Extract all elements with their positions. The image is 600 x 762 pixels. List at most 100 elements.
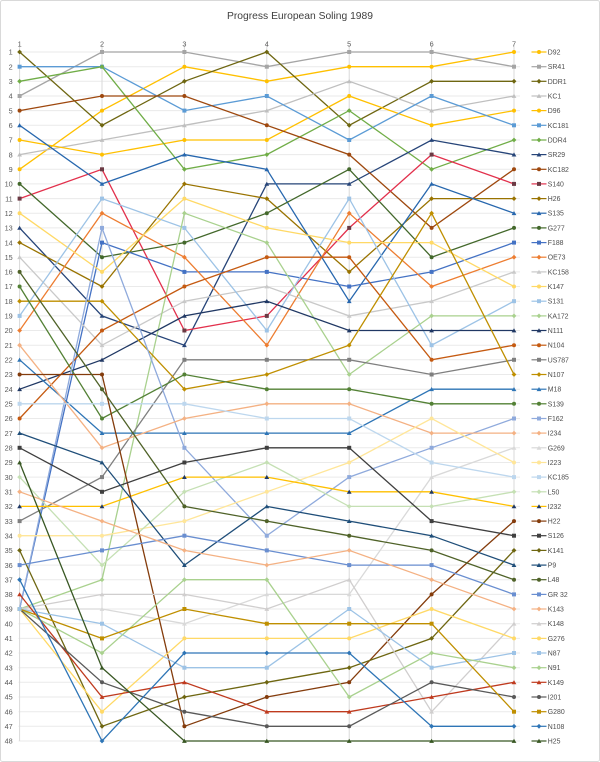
svg-text:G276: G276 bbox=[548, 636, 565, 643]
svg-text:I223: I223 bbox=[548, 460, 562, 467]
svg-text:30: 30 bbox=[5, 473, 13, 482]
svg-text:15: 15 bbox=[5, 253, 13, 262]
svg-text:16: 16 bbox=[5, 268, 13, 277]
svg-text:DDR1: DDR1 bbox=[548, 79, 567, 86]
svg-text:2: 2 bbox=[100, 40, 104, 49]
svg-text:N91: N91 bbox=[548, 665, 561, 672]
svg-text:N104: N104 bbox=[548, 343, 565, 350]
svg-text:4: 4 bbox=[265, 40, 269, 49]
svg-text:D96: D96 bbox=[548, 108, 561, 115]
svg-text:K149: K149 bbox=[548, 680, 564, 687]
svg-text:44: 44 bbox=[5, 678, 13, 687]
svg-text:5: 5 bbox=[9, 106, 13, 115]
svg-text:I201: I201 bbox=[548, 695, 562, 702]
svg-text:L50: L50 bbox=[548, 489, 560, 496]
svg-text:KC158: KC158 bbox=[548, 269, 569, 276]
svg-text:F188: F188 bbox=[548, 240, 564, 247]
svg-text:S135: S135 bbox=[548, 211, 564, 218]
svg-text:31: 31 bbox=[5, 488, 13, 497]
svg-text:G277: G277 bbox=[548, 225, 565, 232]
svg-text:K141: K141 bbox=[548, 548, 564, 555]
svg-text:27: 27 bbox=[5, 429, 13, 438]
svg-text:45: 45 bbox=[5, 693, 13, 702]
svg-text:13: 13 bbox=[5, 224, 13, 233]
svg-text:3: 3 bbox=[182, 40, 186, 49]
svg-text:35: 35 bbox=[5, 546, 13, 555]
svg-text:42: 42 bbox=[5, 649, 13, 658]
svg-text:SR41: SR41 bbox=[548, 64, 565, 71]
svg-text:28: 28 bbox=[5, 444, 13, 453]
svg-text:46: 46 bbox=[5, 707, 13, 716]
svg-text:19: 19 bbox=[5, 312, 13, 321]
svg-text:1: 1 bbox=[18, 40, 22, 49]
svg-text:20: 20 bbox=[5, 326, 13, 335]
svg-text:38: 38 bbox=[5, 590, 13, 599]
svg-text:1: 1 bbox=[9, 48, 13, 57]
svg-text:17: 17 bbox=[5, 282, 13, 291]
svg-text:K143: K143 bbox=[548, 607, 564, 614]
svg-text:23: 23 bbox=[5, 370, 13, 379]
svg-text:L48: L48 bbox=[548, 577, 560, 584]
svg-text:8: 8 bbox=[9, 150, 13, 159]
svg-text:G269: G269 bbox=[548, 445, 565, 452]
svg-text:33: 33 bbox=[5, 517, 13, 526]
svg-text:43: 43 bbox=[5, 663, 13, 672]
svg-text:K148: K148 bbox=[548, 621, 564, 628]
svg-text:9: 9 bbox=[9, 165, 13, 174]
svg-text:40: 40 bbox=[5, 619, 13, 628]
svg-text:25: 25 bbox=[5, 400, 13, 409]
svg-text:11: 11 bbox=[5, 194, 13, 203]
svg-text:K147: K147 bbox=[548, 284, 564, 291]
svg-text:GR 32: GR 32 bbox=[548, 592, 568, 599]
svg-text:22: 22 bbox=[5, 356, 13, 365]
svg-text:4: 4 bbox=[9, 92, 13, 101]
svg-text:N111: N111 bbox=[548, 328, 564, 335]
svg-text:32: 32 bbox=[5, 502, 13, 511]
svg-text:7: 7 bbox=[9, 136, 13, 145]
svg-text:SR29: SR29 bbox=[548, 152, 565, 159]
svg-text:KC1: KC1 bbox=[548, 94, 562, 101]
svg-text:6: 6 bbox=[430, 40, 434, 49]
svg-text:48: 48 bbox=[5, 737, 13, 746]
svg-text:US787: US787 bbox=[548, 357, 569, 364]
svg-text:21: 21 bbox=[5, 341, 13, 350]
svg-text:47: 47 bbox=[5, 722, 13, 731]
svg-text:KC182: KC182 bbox=[548, 167, 569, 174]
svg-text:S131: S131 bbox=[548, 299, 564, 306]
svg-text:3: 3 bbox=[9, 77, 13, 86]
svg-text:7: 7 bbox=[512, 40, 516, 49]
svg-text:18: 18 bbox=[5, 297, 13, 306]
svg-text:10: 10 bbox=[5, 180, 13, 189]
svg-text:34: 34 bbox=[5, 531, 13, 540]
svg-text:S126: S126 bbox=[548, 533, 564, 540]
svg-text:N87: N87 bbox=[548, 651, 561, 658]
svg-text:5: 5 bbox=[347, 40, 351, 49]
svg-text:S139: S139 bbox=[548, 401, 564, 408]
svg-text:M18: M18 bbox=[548, 387, 562, 394]
svg-text:N108: N108 bbox=[548, 724, 565, 731]
svg-text:26: 26 bbox=[5, 414, 13, 423]
svg-text:DDR4: DDR4 bbox=[548, 138, 567, 145]
svg-text:N107: N107 bbox=[548, 372, 565, 379]
svg-text:14: 14 bbox=[5, 238, 13, 247]
svg-text:I234: I234 bbox=[548, 431, 562, 438]
svg-text:KC181: KC181 bbox=[548, 123, 569, 130]
svg-text:G280: G280 bbox=[548, 709, 565, 716]
svg-text:6: 6 bbox=[9, 121, 13, 130]
svg-text:37: 37 bbox=[5, 575, 13, 584]
svg-text:29: 29 bbox=[5, 458, 13, 467]
svg-text:H26: H26 bbox=[548, 196, 561, 203]
svg-text:41: 41 bbox=[5, 634, 13, 643]
svg-text:Progress European Soling 1989: Progress European Soling 1989 bbox=[227, 11, 373, 22]
svg-text:KC185: KC185 bbox=[548, 475, 569, 482]
svg-text:D92: D92 bbox=[548, 50, 561, 57]
svg-text:KA172: KA172 bbox=[548, 313, 569, 320]
svg-text:P9: P9 bbox=[548, 563, 557, 570]
svg-text:2: 2 bbox=[9, 62, 13, 71]
svg-text:S140: S140 bbox=[548, 181, 564, 188]
svg-text:F162: F162 bbox=[548, 416, 564, 423]
svg-text:24: 24 bbox=[5, 385, 13, 394]
svg-text:H25: H25 bbox=[548, 739, 561, 746]
svg-text:12: 12 bbox=[5, 209, 13, 218]
svg-text:I232: I232 bbox=[548, 504, 562, 511]
